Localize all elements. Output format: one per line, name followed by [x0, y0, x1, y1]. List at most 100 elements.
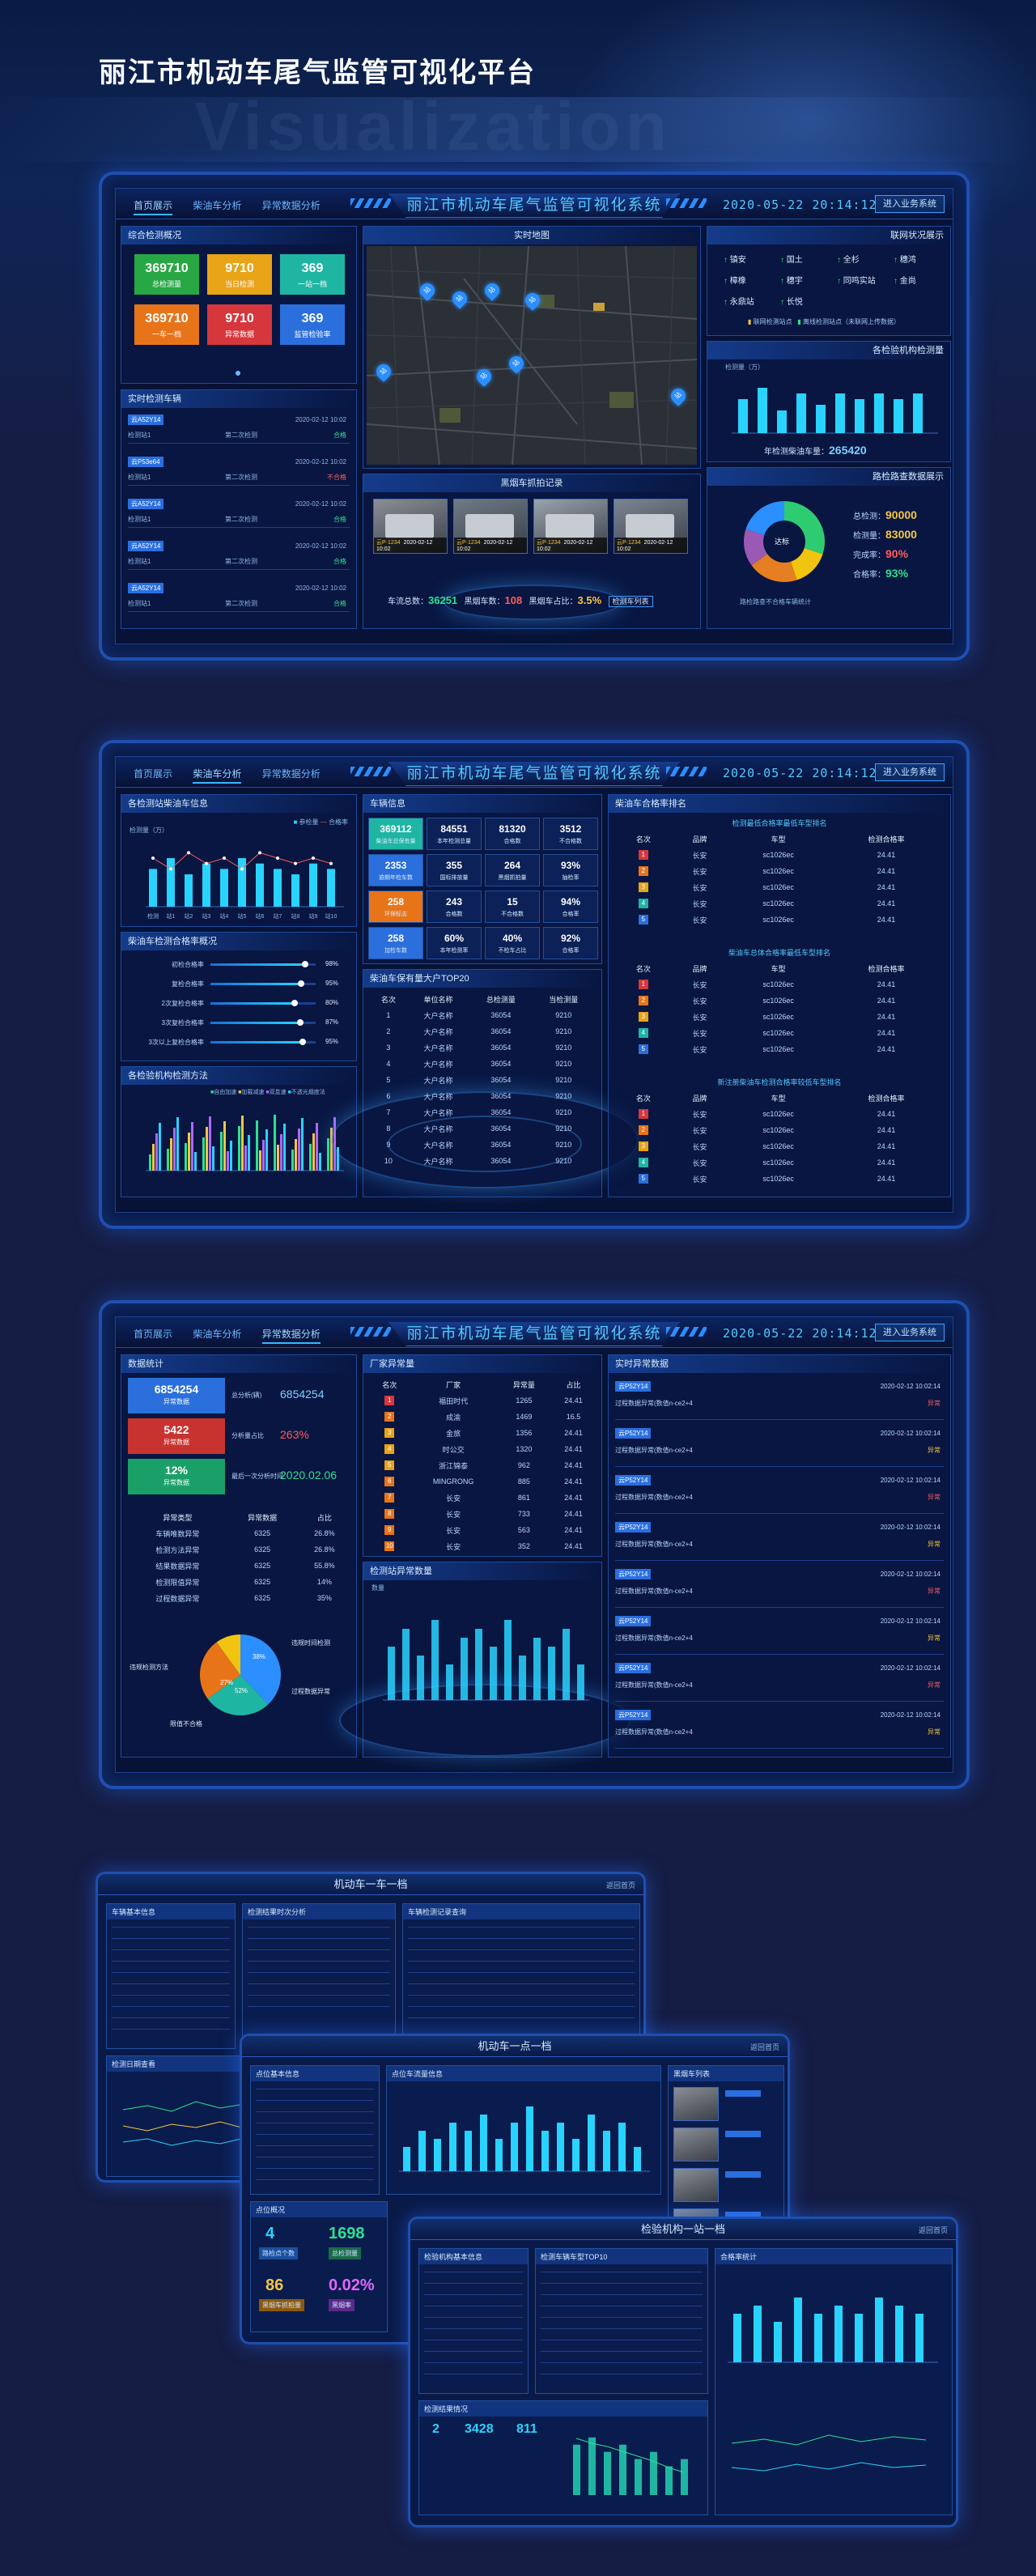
table-row[interactable]: 10 长安 352 24.41 — [370, 1538, 597, 1554]
smoke-thumb[interactable] — [673, 2087, 719, 2121]
table-row[interactable]: 5 长安 sc1026ec 24.41 — [615, 1171, 944, 1187]
stat-block[interactable]: 5422 异常数据 — [128, 1418, 225, 1454]
overview-tile[interactable]: 9710 当日检测 — [207, 254, 272, 295]
overview-tile[interactable]: 369710 一车一档 — [134, 304, 199, 345]
vehicle-info-cell[interactable]: 2353 逾期年检车数 — [368, 854, 423, 886]
realtime-record[interactable]: 云A52Y14 2020-02-12 10:02 检测站1 第二次检测 合格 — [128, 539, 350, 570]
overview-tile[interactable]: 369710 总检测量 — [134, 254, 199, 295]
table-row[interactable]: 3 长安 sc1026ec 24.41 — [615, 1009, 944, 1025]
nav-home[interactable]: 首页展示 — [134, 1328, 173, 1340]
vehicle-info-cell[interactable]: 355 国标排放量 — [427, 854, 482, 886]
table-row[interactable]: 2 大户名称 36054 9210 — [370, 1023, 595, 1039]
network-station[interactable]: ↑ 同鸣实站 — [837, 277, 876, 286]
enter-business-button[interactable]: 进入业务系统 — [875, 1324, 945, 1341]
realtime-record[interactable]: 云A52Y14 2020-02-12 10:02 检测站1 第二次检测 合格 — [128, 497, 350, 528]
table-row[interactable]: 5 浙江锦泰 962 24.41 — [370, 1457, 597, 1473]
city-map[interactable] — [367, 246, 697, 465]
realtime-record[interactable]: 云P53e64 2020-02-12 10:02 检测站1 第二次检测 不合格 — [128, 455, 350, 486]
abnormal-record[interactable]: 云P52Y14 2020-02-12 10:02:14 过程数据异常(数值n-ce2… — [615, 1661, 944, 1702]
table-row[interactable]: 1 长安 sc1026ec 24.41 — [615, 1106, 944, 1122]
abnormal-record[interactable]: 云P52Y14 2020-02-12 10:02:14 过程数据异常(数值n-ce2… — [615, 1473, 944, 1514]
mockup2-back[interactable]: 返回首页 — [749, 2043, 779, 2051]
table-row[interactable]: 结果数据异常 6325 55.8% — [128, 1558, 351, 1574]
overview-tile[interactable]: 9710 异常数据 — [207, 304, 272, 345]
overview-tile[interactable]: 369 一站一档 — [280, 254, 345, 295]
table-row[interactable]: 1 长安 sc1026ec 24.41 — [615, 976, 944, 993]
table-row[interactable]: 7 长安 861 24.41 — [370, 1490, 597, 1506]
network-station[interactable]: ↑ 国土 — [780, 256, 803, 265]
overview-tile[interactable]: 369 监管检验率 — [280, 304, 345, 345]
table-row[interactable]: 4 大户名称 36054 9210 — [370, 1056, 595, 1072]
vehicle-info-cell[interactable]: 81320 合格数 — [485, 818, 540, 850]
table-row[interactable]: 1 大户名称 36054 9210 — [370, 1007, 595, 1023]
nav-diesel[interactable]: 柴油车分析 — [193, 768, 242, 784]
abnormal-record[interactable]: 云P52Y14 2020-02-12 10:02:14 过程数据异常(数值n-ce2… — [615, 1614, 944, 1655]
nav-abnormal[interactable]: 异常数据分析 — [261, 200, 321, 211]
table-row[interactable]: 2 成渝 1469 16.5 — [370, 1409, 597, 1425]
table-row[interactable]: 1 长安 sc1026ec 24.41 — [615, 847, 944, 863]
vehicle-info-cell[interactable]: 93% 抽检率 — [543, 854, 598, 886]
network-station[interactable]: ↑ 镇安 — [724, 256, 746, 265]
table-row[interactable]: 3 金旅 1356 24.41 — [370, 1425, 597, 1441]
table-row[interactable]: 7 大户名称 36054 9210 — [370, 1104, 595, 1120]
vehicle-list-button[interactable]: 检测车列表 — [608, 596, 653, 607]
realtime-record[interactable]: 云A52Y14 2020-02-12 10:02 检测站1 第二次检测 合格 — [128, 413, 350, 444]
vehicle-info-cell[interactable]: 94% 合格率 — [543, 891, 598, 923]
table-row[interactable]: 1 福田时代 1265 24.41 — [370, 1392, 597, 1409]
carousel-dot[interactable] — [236, 371, 240, 376]
network-station[interactable]: ↑ 穗宇 — [780, 277, 803, 286]
network-station[interactable]: ↑ 樟橡 — [724, 277, 746, 286]
abnormal-record[interactable]: 云P52Y14 2020-02-12 10:02:14 过程数据异常(数值n-ce2… — [615, 1379, 944, 1420]
vehicle-info-cell[interactable]: 3512 不合格数 — [543, 818, 598, 850]
smoke-thumb[interactable] — [673, 2128, 719, 2162]
table-row[interactable]: 检测方法异常 6325 26.8% — [128, 1541, 351, 1558]
table-row[interactable]: 8 大户名称 36054 9210 — [370, 1120, 595, 1137]
table-row[interactable]: 车辆唯数异常 6325 26.8% — [128, 1525, 351, 1541]
table-row[interactable]: 4 长安 sc1026ec 24.41 — [615, 895, 944, 912]
table-row[interactable]: 3 长安 sc1026ec 24.41 — [615, 1138, 944, 1154]
table-row[interactable]: 4 长安 sc1026ec 24.41 — [615, 1025, 944, 1041]
network-station[interactable]: ↑ 永鼎站 — [724, 298, 754, 307]
network-station[interactable]: ↑ 金尚 — [894, 277, 916, 286]
nav-home[interactable]: 首页展示 — [134, 768, 173, 780]
stat-block[interactable]: 6854254 异常数据 — [128, 1378, 225, 1413]
network-station[interactable]: ↑ 全杉 — [837, 256, 860, 265]
table-row[interactable]: 6 MINGRONG 885 24.41 — [370, 1473, 597, 1490]
table-row[interactable]: 检测限值异常 6325 14% — [128, 1574, 351, 1590]
vehicle-info-cell[interactable]: 264 黑烟抓拍量 — [485, 854, 540, 886]
table-row[interactable]: 2 长安 sc1026ec 24.41 — [615, 993, 944, 1009]
network-station[interactable]: ↑ 长悦 — [780, 298, 803, 307]
nav-diesel[interactable]: 柴油车分析 — [193, 1328, 242, 1340]
nav-home[interactable]: 首页展示 — [134, 200, 173, 215]
abnormal-record[interactable]: 云P52Y14 2020-02-12 10:02:14 过程数据异常(数值n-ce2… — [615, 1426, 944, 1467]
table-row[interactable]: 2 长安 sc1026ec 24.41 — [615, 863, 944, 879]
table-row[interactable]: 10 大户名称 36054 9210 — [370, 1153, 595, 1169]
realtime-record[interactable]: 云A52Y14 2020-02-12 10:02 检测站1 第二次检测 合格 — [128, 581, 350, 612]
vehicle-info-cell[interactable]: 369112 柴油车总保有量 — [368, 818, 423, 850]
smoke-photo[interactable]: 云P·1234 2020-02-12 10:02 — [453, 499, 528, 554]
enter-business-button[interactable]: 进入业务系统 — [875, 195, 945, 213]
stat-block[interactable]: 12% 异常数据 — [128, 1459, 225, 1494]
abnormal-record[interactable]: 云P52Y14 2020-02-12 10:02:14 过程数据异常(数值n-ce2… — [615, 1567, 944, 1608]
mockup3-back[interactable]: 返回首页 — [918, 2226, 948, 2234]
table-row[interactable]: 过程数据异常 6325 35% — [128, 1590, 351, 1606]
table-row[interactable]: 6 大户名称 36054 9210 — [370, 1088, 595, 1104]
table-row[interactable]: 5 长安 sc1026ec 24.41 — [615, 1041, 944, 1057]
table-row[interactable]: 4 长安 sc1026ec 24.41 — [615, 1154, 944, 1171]
nav-abnormal[interactable]: 异常数据分析 — [261, 1328, 321, 1344]
table-row[interactable]: 3 长安 sc1026ec 24.41 — [615, 879, 944, 895]
smoke-photo[interactable]: 云P·1234 2020-02-12 10:02 — [533, 499, 608, 554]
smoke-photo[interactable]: 云P·1234 2020-02-12 10:02 — [614, 499, 688, 554]
table-row[interactable]: 2 长安 sc1026ec 24.41 — [615, 1122, 944, 1138]
table-row[interactable]: 5 大户名称 36054 9210 — [370, 1072, 595, 1088]
vehicle-info-cell[interactable]: 84551 本年检测总量 — [427, 818, 482, 850]
vehicle-info-cell[interactable]: 92% 合格率 — [543, 927, 598, 959]
vehicle-info-cell[interactable]: 15 不合格数 — [485, 891, 540, 923]
table-row[interactable]: 9 长安 563 24.41 — [370, 1522, 597, 1538]
vehicle-info-cell[interactable]: 243 合格数 — [427, 891, 482, 923]
table-row[interactable]: 4 时公交 1320 24.41 — [370, 1441, 597, 1457]
vehicle-info-cell[interactable]: 258 加检车数 — [368, 927, 423, 959]
vehicle-info-cell[interactable]: 60% 本年检测率 — [427, 927, 482, 959]
mockup1-back[interactable]: 返回首页 — [605, 1881, 635, 1889]
vehicle-info-cell[interactable]: 258 环保标志 — [368, 891, 423, 923]
